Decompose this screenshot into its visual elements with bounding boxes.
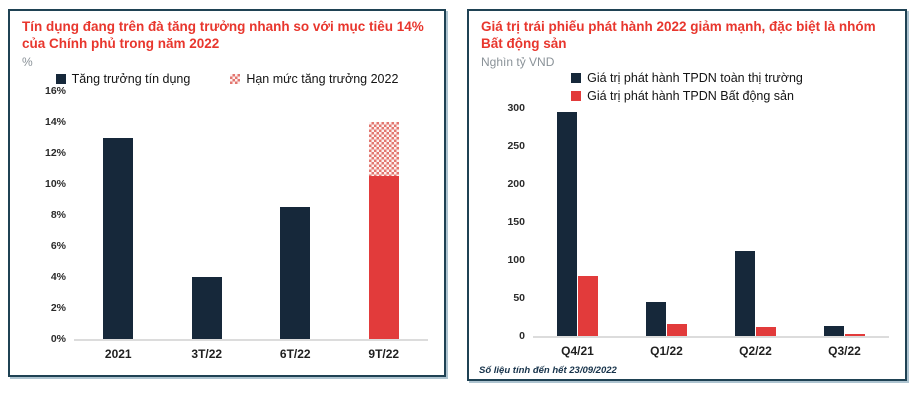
y-axis: 0 50 100 150 200 250 300 [481,102,525,342]
bar-slot [251,91,340,339]
bar-group [824,326,865,336]
bar-group [280,207,311,339]
legend-item: Tăng trưởng tín dụng [55,72,191,86]
bar-group [103,137,134,339]
bars-container [74,91,428,339]
y-tick-label: 4% [50,271,66,283]
bar-group [557,111,598,336]
bar [280,207,311,339]
right-chart-title: Giá trị trái phiếu phát hành 2022 giảm m… [481,19,876,51]
y-tick-label: 2% [50,302,66,314]
bar-group [646,301,687,336]
x-axis-label: Q4/21 [561,344,594,358]
bar-slot [340,91,429,339]
bar [191,277,222,339]
legend-swatch [571,91,582,101]
y-tick-label: 8% [50,209,66,221]
bar-group [191,277,222,339]
plot-area [74,91,428,341]
y-tick-label: 14% [44,116,66,128]
y-tick-label: 300 [507,102,525,114]
y-tick-label: 100 [507,254,525,266]
bar [578,275,598,336]
legend-swatch [55,74,66,84]
left-chart-legend: Tăng trưởng tín dụng Hạn mức tăng trưởng … [22,72,432,86]
y-tick-label: 150 [507,216,525,228]
x-axis-labels: Q4/21 Q1/22 Q2/22 Q3/22 [533,344,889,358]
y-tick-label: 200 [507,178,525,190]
legend-label: Tăng trưởng tín dụng [71,72,191,86]
x-axis-label: 9T/22 [368,347,400,361]
legend-item: Hạn mức tăng trưởng 2022 [230,72,398,86]
bars-container [533,108,889,336]
bar [557,111,577,336]
legend-label: Hạn mức tăng trưởng 2022 [246,72,399,86]
bar-slot [622,108,711,336]
legend-swatch [230,74,241,84]
right-chart-unit-label: Nghìn tỷ VND [481,55,555,69]
y-tick-label: 0% [50,333,66,345]
footnote: Số liệu tính đến hết 23/09/2022 [479,365,617,376]
x-axis-label: 2021 [104,347,132,361]
bar-slot [163,91,252,339]
y-tick-label: 16% [44,85,66,97]
bar [103,137,134,339]
x-axis-label: Q1/22 [650,344,683,358]
y-tick-label: 12% [44,147,66,159]
x-axis-label: 3T/22 [191,347,223,361]
bar [667,323,687,336]
y-tick-label: 6% [50,240,66,252]
legend-swatch [571,73,582,83]
bar-cap-hatched [368,122,399,177]
credit-growth-panel: Tín dụng đang trên đà tăng trưởng nhanh … [8,9,446,377]
x-axis-label: 6T/22 [279,347,311,361]
y-tick-label: 0 [519,330,525,342]
x-axis-label: Q3/22 [828,344,861,358]
left-chart-title: Tín dụng đang trên đà tăng trưởng nhanh … [22,19,424,51]
bar [756,326,776,336]
bar [845,333,865,336]
bar [368,176,399,339]
legend-item: Giá trị phát hành TPDN Bất động sản [571,89,794,103]
bar [646,301,666,336]
right-chart-legend: Giá trị phát hành TPDN toàn thị trường Gi… [571,71,803,103]
legend-label: Giá trị phát hành TPDN toàn thị trường [587,71,803,85]
left-chart-unit-label: % [22,55,33,69]
y-tick-label: 50 [513,292,525,304]
x-axis-labels: 2021 3T/22 6T/22 9T/22 [74,347,428,361]
plot-area [533,108,889,338]
bar-slot [533,108,622,336]
credit-growth-chart: 0% 2% 4% 6% 8% 10% 12% 14% 16% 2021 3T/22 6T/22 9T/… [22,85,428,361]
legend-item: Giá trị phát hành TPDN toàn thị trường [571,71,803,85]
y-axis: 0% 2% 4% 6% 8% 10% 12% 14% 16% [22,85,66,345]
bond-issuance-chart: 0 50 100 150 200 250 300 Q4/21 Q1/22 Q2/22 Q3/22 [481,102,889,358]
bond-issuance-panel: Giá trị trái phiếu phát hành 2022 giảm m… [467,9,907,381]
bar-slot [74,91,163,339]
bar [824,326,844,336]
bar-group [735,250,776,336]
bar-slot [800,108,889,336]
bar-group [368,122,399,339]
y-tick-label: 10% [44,178,66,190]
bar-slot [711,108,800,336]
y-tick-label: 250 [507,140,525,152]
legend-label: Giá trị phát hành TPDN Bất động sản [587,89,794,103]
bar [735,250,755,336]
x-axis-label: Q2/22 [739,344,772,358]
